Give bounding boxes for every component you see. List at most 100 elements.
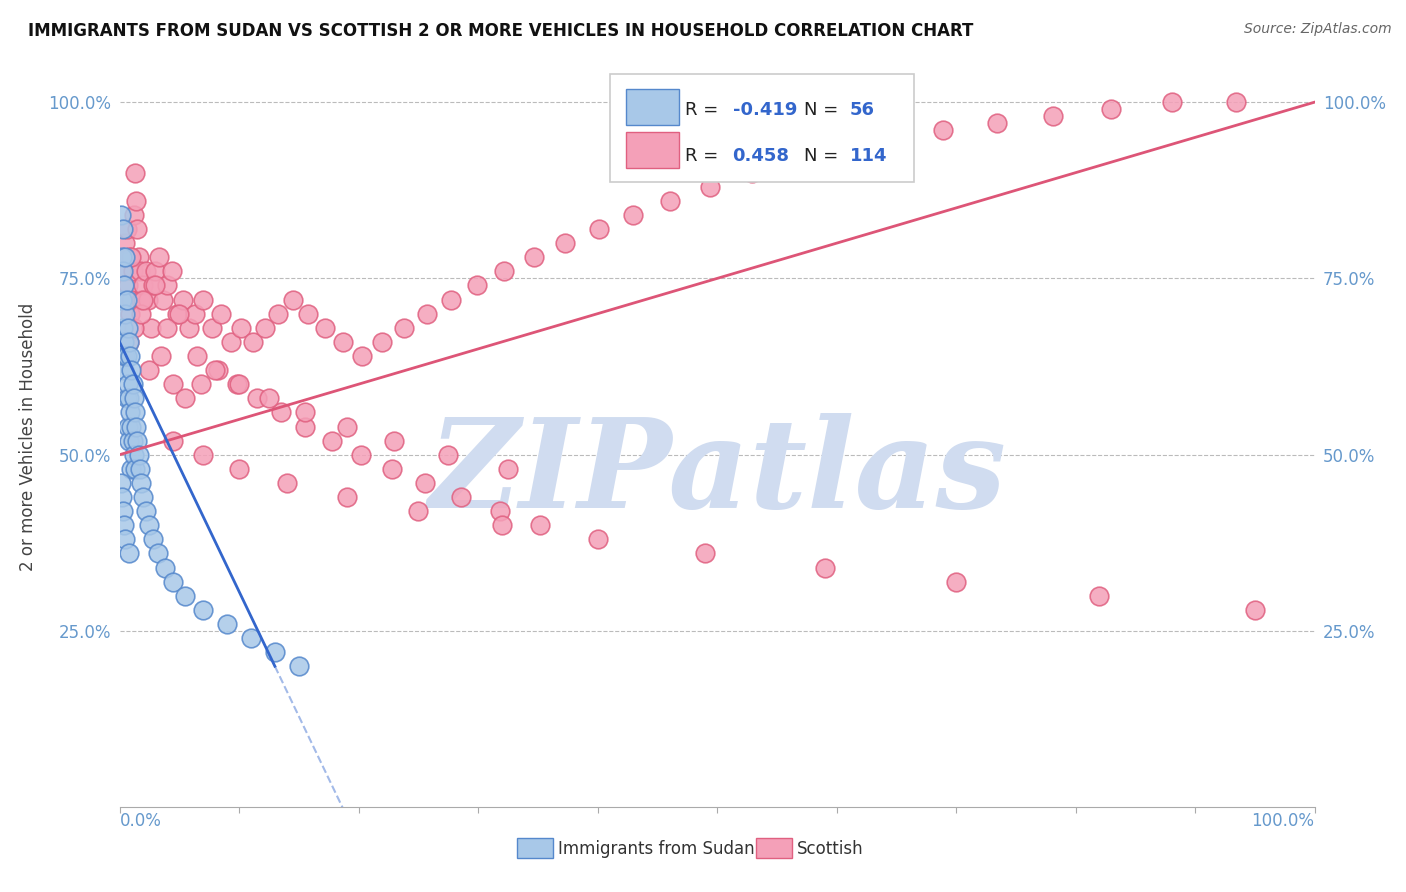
Point xyxy=(381,462,404,476)
Point xyxy=(382,434,406,448)
Point xyxy=(112,320,135,334)
Point xyxy=(112,320,135,334)
Point xyxy=(128,462,150,476)
Point xyxy=(114,349,136,363)
Point xyxy=(741,166,763,180)
Point xyxy=(112,334,135,349)
Point xyxy=(129,307,152,321)
Point xyxy=(110,475,132,490)
Point xyxy=(297,307,319,321)
Point xyxy=(128,264,150,278)
Point xyxy=(114,307,136,321)
Point xyxy=(145,264,166,278)
Point xyxy=(115,349,138,363)
Text: 114: 114 xyxy=(849,147,887,165)
Point xyxy=(152,293,174,307)
Text: N =: N = xyxy=(804,147,844,165)
Point xyxy=(242,334,264,349)
Point xyxy=(112,363,135,377)
Point xyxy=(112,222,135,236)
Point xyxy=(588,222,610,236)
Point xyxy=(392,320,415,334)
Point xyxy=(121,434,143,448)
Point xyxy=(142,278,165,293)
Point xyxy=(465,278,488,293)
Point xyxy=(127,222,149,236)
FancyBboxPatch shape xyxy=(610,74,914,182)
Point xyxy=(125,419,148,434)
Point xyxy=(270,405,292,419)
Point xyxy=(172,293,194,307)
Point xyxy=(945,574,967,589)
Text: N =: N = xyxy=(804,101,844,119)
Point xyxy=(114,236,136,251)
Point xyxy=(267,307,290,321)
Point xyxy=(169,307,191,321)
Point xyxy=(156,278,179,293)
Point xyxy=(257,392,280,406)
Point xyxy=(1161,95,1184,110)
Point xyxy=(132,293,155,307)
Point xyxy=(121,264,143,278)
Point xyxy=(121,419,143,434)
Y-axis label: 2 or more Vehicles in Household: 2 or more Vehicles in Household xyxy=(20,303,37,571)
Point xyxy=(111,490,134,504)
Point xyxy=(332,334,354,349)
Point xyxy=(114,533,136,547)
Point xyxy=(122,448,145,462)
Point xyxy=(281,293,304,307)
Point xyxy=(160,264,183,278)
Point xyxy=(129,475,152,490)
Point xyxy=(112,504,135,518)
Point xyxy=(112,264,135,278)
Point xyxy=(336,419,357,434)
Text: 56: 56 xyxy=(849,101,875,119)
Point xyxy=(124,405,146,419)
Point xyxy=(352,349,374,363)
Point xyxy=(111,293,134,307)
Point xyxy=(166,307,188,321)
Point xyxy=(200,320,222,334)
Point xyxy=(254,320,277,334)
Point xyxy=(118,434,141,448)
Point xyxy=(138,518,160,533)
Point xyxy=(209,307,232,321)
Point xyxy=(142,533,165,547)
Point xyxy=(294,405,316,419)
Point xyxy=(117,377,139,392)
Point xyxy=(785,152,807,166)
Point xyxy=(276,475,298,490)
Point xyxy=(153,560,176,574)
Point xyxy=(111,293,134,307)
Text: IMMIGRANTS FROM SUDAN VS SCOTTISH 2 OR MORE VEHICLES IN HOUSEHOLD CORRELATION CH: IMMIGRANTS FROM SUDAN VS SCOTTISH 2 OR M… xyxy=(28,22,973,40)
Point xyxy=(146,546,169,560)
Point xyxy=(118,334,141,349)
Point xyxy=(288,659,311,673)
Point xyxy=(415,475,437,490)
Point xyxy=(831,145,853,159)
Point xyxy=(496,462,519,476)
Text: R =: R = xyxy=(685,101,724,119)
Point xyxy=(145,278,166,293)
Point xyxy=(986,116,1008,130)
Point xyxy=(135,504,157,518)
Point xyxy=(132,278,155,293)
Point xyxy=(695,546,717,560)
Point xyxy=(115,293,138,307)
Point xyxy=(880,130,903,145)
Point xyxy=(437,448,460,462)
Point xyxy=(491,518,513,533)
Point xyxy=(121,462,143,476)
Point xyxy=(246,392,269,406)
Point xyxy=(118,392,141,406)
Point xyxy=(112,518,135,533)
Point xyxy=(122,208,145,222)
Point xyxy=(184,307,207,321)
Point xyxy=(122,392,145,406)
Text: 0.458: 0.458 xyxy=(733,147,790,165)
Text: R =: R = xyxy=(685,147,724,165)
Point xyxy=(118,250,141,264)
Point xyxy=(138,363,160,377)
Point xyxy=(294,419,316,434)
Point xyxy=(190,377,212,392)
